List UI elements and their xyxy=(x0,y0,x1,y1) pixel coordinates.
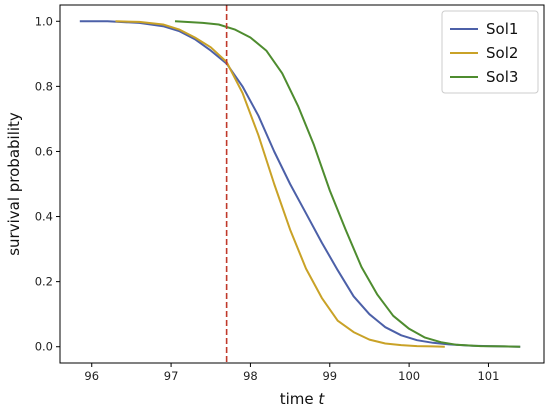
series-line-sol2 xyxy=(115,20,445,348)
plot-frame xyxy=(59,4,545,364)
plot-lines xyxy=(79,5,521,363)
series-line-sol1 xyxy=(79,20,521,348)
axis-ticks: 96 97 98 99 100 101 0.0 0.2 0.4 0.6 0.8 1.0 xyxy=(35,14,500,383)
legend-label-sol2: Sol2 xyxy=(486,44,518,62)
legend-box xyxy=(441,10,539,94)
x-tick-label: 100 xyxy=(398,369,420,383)
x-tick-label: 97 xyxy=(164,369,179,383)
y-tick-label: 0.8 xyxy=(35,79,53,93)
series-line-sol3 xyxy=(174,20,521,348)
y-tick-label: 0.4 xyxy=(35,210,53,224)
y-tick-label: 1.0 xyxy=(35,14,53,28)
y-tick-label: 0.2 xyxy=(35,275,53,289)
legend-label-sol1: Sol1 xyxy=(486,20,518,38)
legend-label-sol3: Sol3 xyxy=(486,68,518,86)
x-axis-label-var: t xyxy=(318,390,325,408)
x-axis-label-text: time xyxy=(280,390,314,408)
y-tick-label: 0.0 xyxy=(35,340,53,354)
x-tick-label: 96 xyxy=(84,369,99,383)
y-axis-label: survival probability xyxy=(5,112,23,256)
legend: Sol1 Sol2 Sol3 xyxy=(441,10,539,94)
y-tick-label: 0.6 xyxy=(35,144,53,158)
x-tick-label: 101 xyxy=(477,369,499,383)
x-tick-label: 98 xyxy=(243,369,258,383)
x-tick-label: 99 xyxy=(322,369,337,383)
x-axis-label: time t xyxy=(280,390,326,408)
